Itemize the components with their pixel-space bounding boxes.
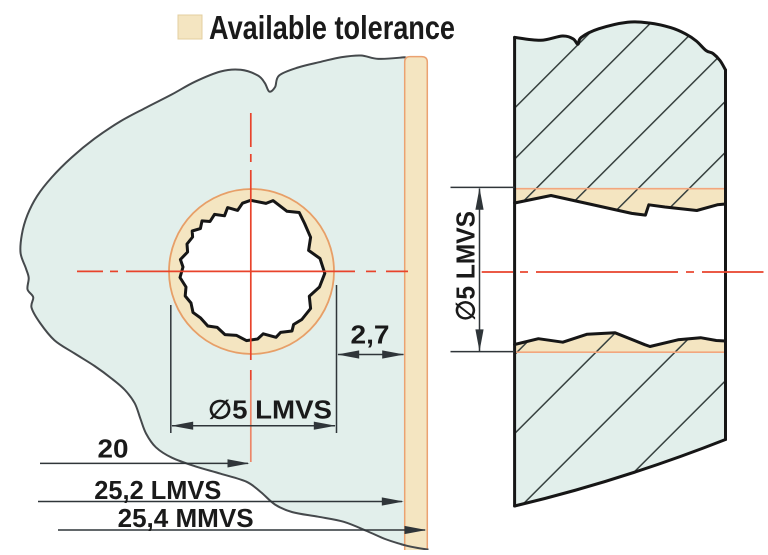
svg-text:25,4 MMVS: 25,4 MMVS <box>118 503 254 533</box>
svg-text:2,7: 2,7 <box>351 320 390 350</box>
svg-text:∅5 LMVS: ∅5 LMVS <box>208 395 332 425</box>
svg-text:25,2 LMVS: 25,2 LMVS <box>94 475 221 505</box>
svg-text:Available tolerance: Available tolerance <box>209 9 455 46</box>
svg-text:20: 20 <box>98 434 129 464</box>
svg-text:∅5 LMVS: ∅5 LMVS <box>451 211 481 321</box>
